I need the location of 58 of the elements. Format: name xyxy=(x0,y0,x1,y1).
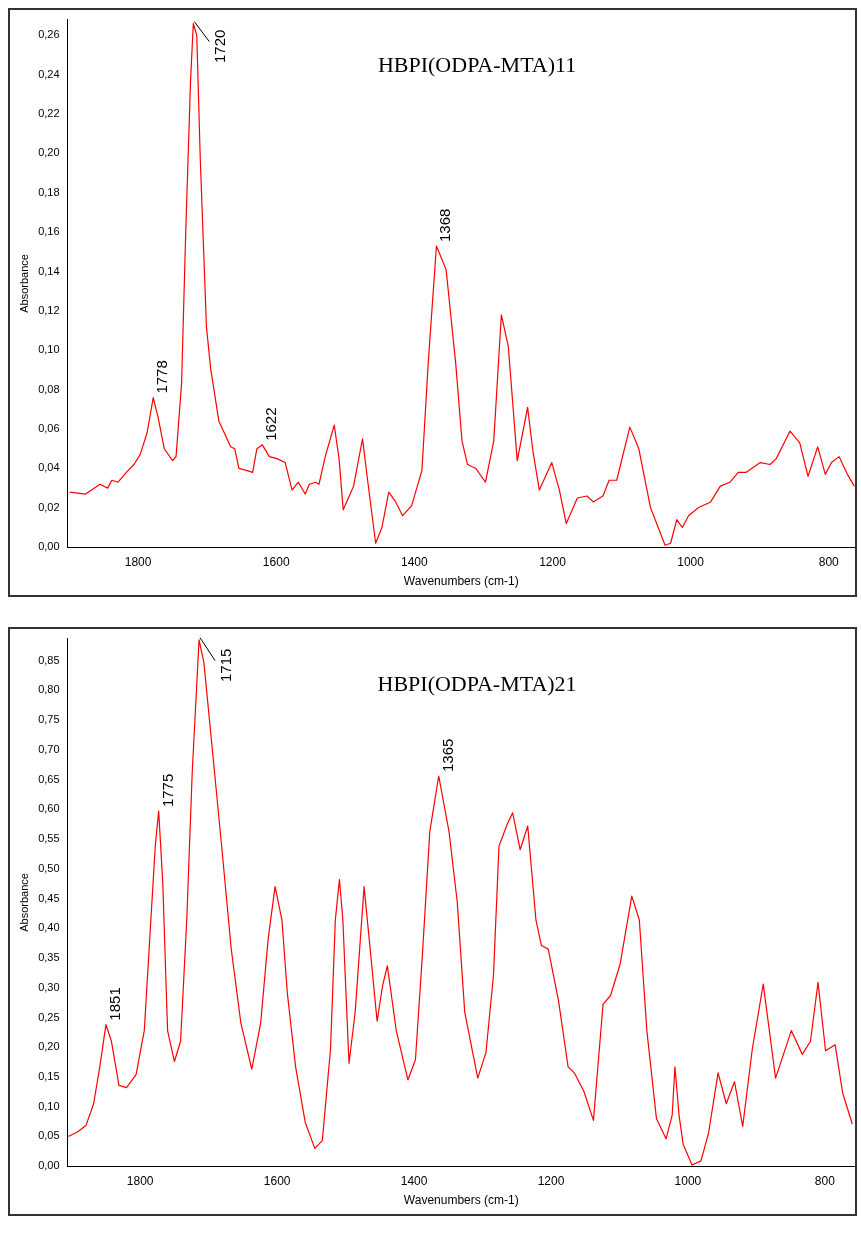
x-axis-title: Wavenumbers (cm-1) xyxy=(403,1193,519,1208)
x-tick-label: 800 xyxy=(814,1173,836,1188)
x-tick-label: 1000 xyxy=(677,554,705,569)
y-tick-label: 0,14 xyxy=(38,264,60,277)
x-tick-label: 1400 xyxy=(400,1173,428,1188)
y-tick-label: 0,10 xyxy=(38,1099,60,1112)
x-axis-title: Wavenumbers (cm-1) xyxy=(403,574,519,589)
x-tick-label: 1400 xyxy=(400,554,429,569)
y-tick-label: 0,12 xyxy=(38,303,60,316)
y-tick-label: 0,24 xyxy=(38,67,60,80)
y-tick-label: 0,60 xyxy=(38,802,60,815)
y-tick-label: 0,20 xyxy=(38,1040,60,1053)
y-tick-label: 0,70 xyxy=(38,742,60,755)
annotation: 1715 xyxy=(217,648,235,682)
x-tick-label: 1600 xyxy=(262,554,290,569)
y-tick-label: 0,35 xyxy=(38,951,60,964)
y-tick-label: 0,25 xyxy=(38,1010,60,1023)
annotation: 1778 xyxy=(153,360,171,394)
x-tick-label: 1000 xyxy=(674,1173,702,1188)
x-tick-label: 1800 xyxy=(126,1173,154,1188)
annotation: 1775 xyxy=(158,773,176,808)
y-tick-label: 0,10 xyxy=(38,343,60,356)
y-tick-label: 0,20 xyxy=(38,146,60,159)
y-tick-label: 0,50 xyxy=(38,861,60,874)
y-tick-label: 0,85 xyxy=(38,653,60,666)
y-tick-label: 0,40 xyxy=(38,921,60,934)
text: HBPI(ODPA-MTA)21 xyxy=(377,670,577,696)
y-tick-label: 0,30 xyxy=(38,980,60,993)
y-tick-label: 0,75 xyxy=(38,713,60,726)
annotation: 1851 xyxy=(105,987,123,1021)
y-tick-label: 0,00 xyxy=(38,1159,60,1172)
y-tick-label: 0,22 xyxy=(38,107,60,120)
y-tick-label: 0,04 xyxy=(38,461,60,474)
x-tick-label: 1200 xyxy=(537,1173,565,1188)
y-tick-label: 0,26 xyxy=(38,28,60,41)
text: HBPI(ODPA-MTA)11 xyxy=(377,51,577,77)
y-tick-label: 0,05 xyxy=(38,1129,60,1142)
y-tick-label: 0,00 xyxy=(38,540,60,553)
y-axis-title: Absorbance xyxy=(17,873,30,932)
y-tick-label: 0,16 xyxy=(38,225,60,238)
y-tick-label: 0,45 xyxy=(38,891,60,904)
x-tick-label: 1800 xyxy=(124,554,152,569)
annotation: 1368 xyxy=(436,208,454,242)
annotation: 1720 xyxy=(211,29,229,63)
x-tick-label: 800 xyxy=(818,554,840,569)
x-tick-label: 1600 xyxy=(263,1173,291,1188)
y-tick-label: 0,06 xyxy=(38,422,60,435)
y-tick-label: 0,80 xyxy=(38,683,60,696)
annotation: 1622 xyxy=(262,407,280,441)
y-axis-title: Absorbance xyxy=(17,254,30,313)
annotation: 1365 xyxy=(438,738,456,772)
y-tick-label: 0,65 xyxy=(38,772,60,785)
y-tick-label: 0,02 xyxy=(38,500,60,513)
x-tick-label: 1200 xyxy=(539,554,567,569)
y-tick-label: 0,15 xyxy=(38,1070,60,1083)
y-tick-label: 0,08 xyxy=(38,382,60,395)
y-tick-label: 0,55 xyxy=(38,832,60,845)
y-tick-label: 0,18 xyxy=(38,185,60,198)
